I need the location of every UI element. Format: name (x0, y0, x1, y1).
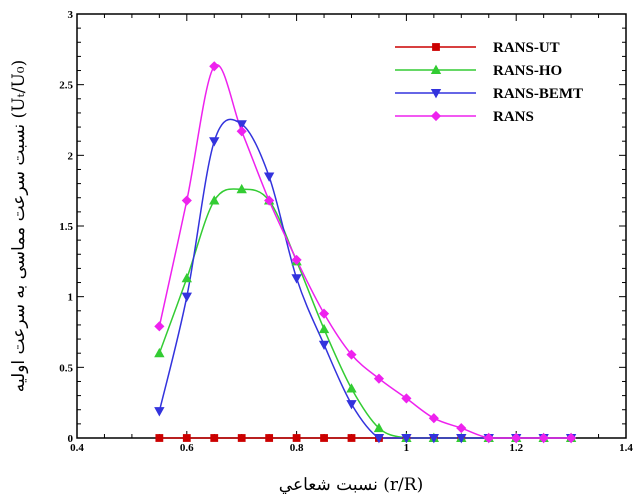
data-point-rans-ut (155, 434, 164, 442)
series-line-rans-bemt (158, 118, 572, 439)
data-point-rans (428, 413, 439, 424)
data-point-rans-ut (210, 434, 219, 442)
data-point-rans-ho (318, 323, 330, 334)
y-tick-label: 1.5 (59, 221, 73, 233)
y-tick-label: 0 (68, 433, 74, 445)
data-point-rans-ho (154, 347, 165, 358)
data-point-rans (264, 195, 275, 206)
data-point-rans (154, 321, 165, 332)
x-tick-label: 0.4 (70, 442, 84, 454)
data-point-rans-bemt (456, 433, 467, 444)
data-point-rans-ho (181, 272, 192, 283)
data-point-rans-ut (347, 434, 356, 442)
x-tick-label: 1.2 (509, 442, 523, 454)
y-tick-label: 2.5 (59, 80, 73, 92)
data-point-rans-ho (236, 183, 247, 194)
data-point-rans-bemt (263, 172, 275, 182)
data-point-rans-bemt (346, 400, 357, 410)
data-point-rans-ho (209, 195, 220, 205)
y-tick-label: 3 (68, 9, 74, 21)
data-point-rans (346, 349, 357, 360)
x-axis-title: (r/R) نسبت شعاعي (279, 475, 423, 495)
data-point-rans-bemt (181, 292, 192, 302)
y-tick-label: 1 (68, 292, 74, 304)
data-point-rans-bemt (291, 274, 302, 284)
data-point-rans-ut (237, 434, 246, 442)
x-tick-label: 1 (404, 442, 410, 454)
data-point-rans (456, 423, 467, 434)
data-point-rans-bemt (236, 120, 247, 130)
data-point-rans (181, 195, 192, 206)
legend: RANS-UT RANS-HO RANS-BEMT RANS (395, 40, 583, 125)
data-point-rans (373, 373, 385, 384)
data-point-rans-ut (320, 434, 328, 442)
y-axis-title: (Uₜ/U₀) نسبت سرعت مماسی به سرعت اولیه (9, 60, 29, 392)
data-point-rans-ut (292, 434, 301, 442)
data-point-rans-bemt (428, 433, 440, 444)
legend-label-rans-ho: RANS-HO (493, 63, 562, 79)
data-point-rans (209, 61, 220, 72)
legend-label-rans-bemt: RANS-BEMT (493, 86, 583, 102)
data-point-rans-ho (346, 383, 357, 393)
series-markers (154, 61, 577, 444)
legend-marker-rans (430, 110, 442, 122)
data-point-rans (236, 126, 247, 137)
data-point-rans-ut (265, 434, 274, 442)
data-point-rans (483, 432, 494, 444)
x-tick-label: 0.8 (290, 442, 304, 454)
legend-marker-rans-bemt (430, 89, 442, 99)
legend-marker-rans-ho (430, 64, 442, 74)
x-tick-label: 0.6 (180, 442, 194, 454)
data-point-rans (318, 308, 330, 319)
data-point-rans-bemt (401, 433, 412, 444)
data-point-rans-ut (182, 434, 191, 442)
x-tick-label: 1.4 (619, 442, 633, 454)
data-point-rans (538, 432, 549, 444)
data-point-rans (401, 393, 412, 404)
legend-label-rans-ut: RANS-UT (493, 40, 560, 56)
data-point-rans-bemt (209, 137, 220, 147)
y-tick-label: 0.5 (59, 362, 73, 374)
y-tick-label: 2 (68, 150, 74, 162)
data-point-rans (566, 432, 577, 444)
data-point-rans-bemt (318, 340, 330, 351)
series-line-rans-ho (158, 188, 572, 439)
data-point-rans-bemt (373, 433, 385, 444)
legend-marker-rans-ut (432, 43, 440, 51)
data-point-rans (291, 254, 302, 265)
data-point-rans-ho (373, 422, 385, 433)
legend-label-rans: RANS (493, 109, 534, 125)
data-point-rans (511, 432, 522, 444)
data-point-rans-bemt (154, 407, 165, 417)
axis-ticks: 0.4 0.6 0.8 1 1.2 1.4 0 0.5 1 1.5 2 2.5 3 (59, 9, 633, 454)
